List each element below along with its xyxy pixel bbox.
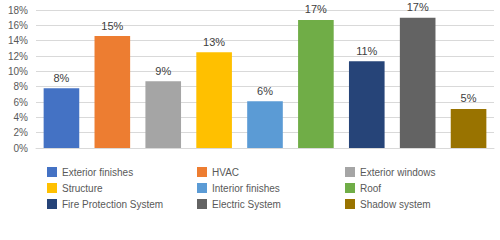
svg-text:Structure: Structure xyxy=(62,183,103,194)
svg-text:Electric System: Electric System xyxy=(212,199,281,210)
svg-text:16%: 16% xyxy=(8,20,28,31)
svg-text:15%: 15% xyxy=(101,20,123,32)
svg-text:Interior finishes: Interior finishes xyxy=(212,183,280,194)
svg-text:17%: 17% xyxy=(305,3,327,15)
svg-text:4%: 4% xyxy=(14,112,29,123)
svg-text:8%: 8% xyxy=(14,81,29,92)
svg-text:13%: 13% xyxy=(203,36,225,48)
svg-text:17%: 17% xyxy=(407,1,429,13)
svg-text:Exterior finishes: Exterior finishes xyxy=(62,167,133,178)
svg-text:11%: 11% xyxy=(356,45,377,57)
svg-text:10%: 10% xyxy=(8,66,28,77)
svg-text:8%: 8% xyxy=(53,72,69,84)
svg-text:2%: 2% xyxy=(14,127,29,138)
svg-text:0%: 0% xyxy=(14,143,29,154)
svg-text:Roof: Roof xyxy=(360,183,381,194)
svg-text:6%: 6% xyxy=(14,97,29,108)
svg-text:9%: 9% xyxy=(155,65,171,77)
svg-text:HVAC: HVAC xyxy=(212,167,239,178)
svg-text:Shadow system: Shadow system xyxy=(360,199,431,210)
svg-text:14%: 14% xyxy=(8,35,28,46)
svg-text:Exterior windows: Exterior windows xyxy=(360,167,436,178)
svg-text:18%: 18% xyxy=(8,5,28,16)
svg-text:Fire Protection System: Fire Protection System xyxy=(62,199,163,210)
svg-text:6%: 6% xyxy=(257,85,273,97)
svg-text:12%: 12% xyxy=(8,51,28,62)
svg-text:5%: 5% xyxy=(461,92,477,104)
